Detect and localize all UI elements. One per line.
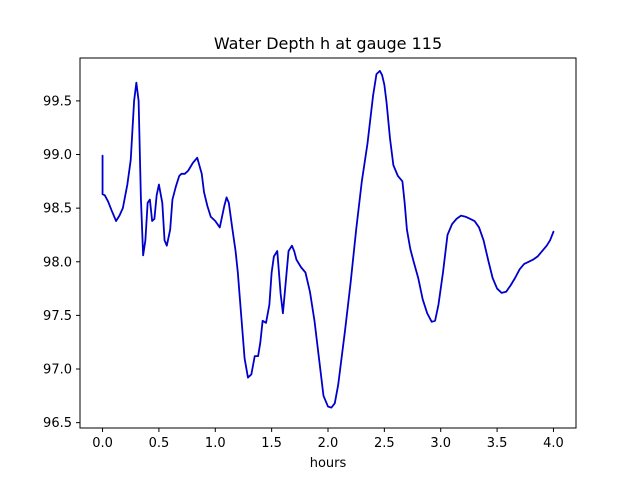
x-axis: 0.0 0.5 1.0 1.5 2.0 2.5 3.0 3.5 4.0 [92,428,564,451]
y-tick-label: 98.5 [43,202,72,217]
y-tick-label: 96.5 [43,416,72,431]
y-tick-label: 99.0 [43,148,72,163]
x-tick-label: 0.0 [92,436,113,451]
y-tick-label: 97.5 [43,309,72,324]
series-line [101,69,555,409]
y-tick-label: 97.0 [43,363,72,378]
y-tick-label: 99.5 [43,94,72,109]
y-tick-label: 98.0 [43,255,72,270]
x-tick-label: 1.5 [261,436,282,451]
x-tick-label: 3.5 [487,436,508,451]
x-tick-label: 2.0 [318,436,339,451]
y-axis: 96.5 97.0 97.5 98.0 98.5 99.0 99.5 [43,94,80,431]
x-tick-label: 0.5 [149,436,170,451]
x-tick-label: 1.0 [205,436,226,451]
x-tick-label: 4.0 [543,436,564,451]
chart-title: Water Depth h at gauge 115 [214,34,442,53]
x-tick-label: 3.0 [430,436,451,451]
x-tick-label: 2.5 [374,436,395,451]
x-axis-label: hours [310,456,347,471]
